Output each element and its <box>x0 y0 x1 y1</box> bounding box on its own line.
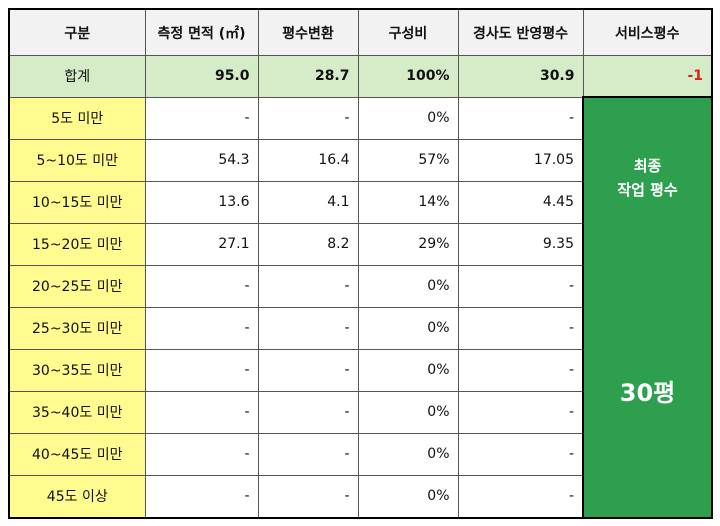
row-label: 15~20도 미만 <box>8 222 146 266</box>
row-ratio: 0% <box>357 264 459 308</box>
row-area: - <box>144 432 259 476</box>
header-measured-area: 측정 면적 (㎡) <box>144 8 259 56</box>
table-row: 5~10도 미만 54.3 16.4 57% 17.05 <box>8 138 712 182</box>
row-ratio: 0% <box>357 474 459 518</box>
row-slope-pyeong: 17.05 <box>457 138 584 182</box>
row-label: 10~15도 미만 <box>8 180 146 224</box>
row-slope-pyeong: - <box>457 306 584 350</box>
header-category: 구분 <box>8 8 146 56</box>
header-row: 구분 측정 면적 (㎡) 평수변환 구성비 경사도 반영평수 서비스평수 <box>8 8 713 56</box>
row-slope-pyeong: - <box>457 432 584 476</box>
row-pyeong: - <box>257 390 359 434</box>
row-ratio: 0% <box>357 96 459 140</box>
total-service-pyeong: -1 <box>582 55 713 98</box>
row-label: 45도 이상 <box>8 474 146 518</box>
row-area: - <box>144 348 259 392</box>
final-title-line1: 최종 <box>633 157 662 175</box>
row-pyeong: - <box>257 432 359 476</box>
row-pyeong: 8.2 <box>257 222 359 266</box>
row-pyeong: - <box>257 96 359 140</box>
row-ratio: 14% <box>357 180 459 224</box>
table-row: 15~20도 미만 27.1 8.2 29% 9.35 <box>8 222 712 266</box>
header-pyeong-conversion: 평수변환 <box>257 8 359 56</box>
final-title-line2: 작업 평수 <box>617 181 678 199</box>
row-ratio: 57% <box>357 138 459 182</box>
total-pyeong: 28.7 <box>257 55 359 98</box>
total-area: 95.0 <box>144 55 259 98</box>
row-slope-pyeong: - <box>457 264 584 308</box>
row-area: - <box>144 264 259 308</box>
row-ratio: 0% <box>357 432 459 476</box>
row-slope-pyeong: 9.35 <box>457 222 584 266</box>
row-pyeong: - <box>257 348 359 392</box>
table-row: 20~25도 미만 - - 0% - <box>8 264 712 308</box>
row-pyeong: - <box>257 264 359 308</box>
header-service-pyeong: 서비스평수 <box>582 8 713 56</box>
slope-area-table-container: 구분 측정 면적 (㎡) 평수변환 구성비 경사도 반영평수 서비스평수 합계 … <box>8 8 713 519</box>
row-ratio: 0% <box>357 306 459 350</box>
final-title: 최종 작업 평수 <box>585 154 710 202</box>
total-slope-pyeong: 30.9 <box>457 55 584 98</box>
row-slope-pyeong: - <box>457 474 584 518</box>
row-label: 30~35도 미만 <box>8 348 146 392</box>
table-row: 10~15도 미만 13.6 4.1 14% 4.45 <box>8 180 712 224</box>
row-slope-pyeong: 4.45 <box>457 180 584 224</box>
final-value: 30평 <box>619 379 676 407</box>
total-label: 합계 <box>8 55 146 98</box>
row-pyeong: 4.1 <box>257 180 359 224</box>
table-row: 35~40도 미만 - - 0% - <box>8 390 712 434</box>
row-area: - <box>144 474 259 518</box>
row-label: 5도 미만 <box>8 96 146 140</box>
row-slope-pyeong: - <box>457 348 584 392</box>
row-pyeong: 16.4 <box>257 138 359 182</box>
table-row: 5도 미만 - - 0% - 최종 작업 평수 30평 <box>8 96 713 519</box>
row-slope-pyeong: - <box>457 390 584 434</box>
header-slope-adjusted-pyeong: 경사도 반영평수 <box>457 8 584 56</box>
row-area: - <box>144 306 259 350</box>
table-row: 30~35도 미만 - - 0% - <box>8 348 712 392</box>
row-pyeong: - <box>257 306 359 350</box>
row-label: 40~45도 미만 <box>8 432 146 476</box>
total-ratio: 100% <box>357 55 459 98</box>
row-slope-pyeong: - <box>457 96 584 140</box>
table-row: 45도 이상 - - 0% - <box>8 474 712 518</box>
row-area: - <box>144 96 259 140</box>
header-composition-ratio: 구성비 <box>357 8 459 56</box>
row-label: 35~40도 미만 <box>8 390 146 434</box>
row-area: 54.3 <box>144 138 259 182</box>
total-row: 합계 95.0 28.7 100% 30.9 -1 <box>8 55 713 98</box>
slope-area-table: 구분 측정 면적 (㎡) 평수변환 구성비 경사도 반영평수 서비스평수 합계 … <box>8 8 713 519</box>
row-label: 5~10도 미만 <box>8 138 146 182</box>
row-ratio: 0% <box>357 390 459 434</box>
row-ratio: 0% <box>357 348 459 392</box>
row-area: 27.1 <box>144 222 259 266</box>
row-area: 13.6 <box>144 180 259 224</box>
table-row: 40~45도 미만 - - 0% - <box>8 432 712 476</box>
row-area: - <box>144 390 259 434</box>
row-ratio: 29% <box>357 222 459 266</box>
row-label: 20~25도 미만 <box>8 264 146 308</box>
row-pyeong: - <box>257 474 359 518</box>
final-work-pyeong-cell: 최종 작업 평수 30평 <box>582 96 713 519</box>
row-label: 25~30도 미만 <box>8 306 146 350</box>
